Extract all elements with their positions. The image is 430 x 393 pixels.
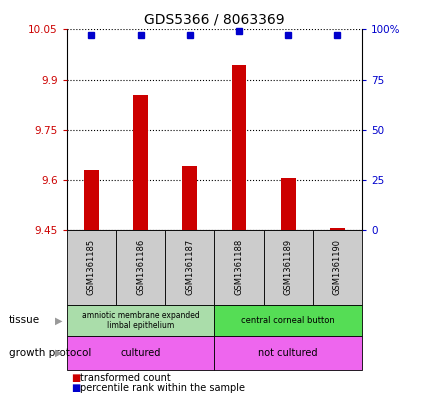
Text: GSM1361185: GSM1361185 <box>87 239 96 295</box>
Text: tissue: tissue <box>9 315 40 325</box>
Bar <box>280 178 295 230</box>
Text: ■: ■ <box>71 383 80 393</box>
Text: GSM1361186: GSM1361186 <box>136 239 145 296</box>
Bar <box>263 230 312 305</box>
Text: GSM1361190: GSM1361190 <box>332 239 341 295</box>
Text: ■: ■ <box>71 373 80 383</box>
Bar <box>84 170 98 230</box>
Text: GSM1361187: GSM1361187 <box>185 239 194 296</box>
Text: cultured: cultured <box>120 348 160 358</box>
Text: ▶: ▶ <box>55 348 62 358</box>
Text: GSM1361188: GSM1361188 <box>234 239 243 296</box>
Bar <box>231 64 246 230</box>
Text: central corneal button: central corneal button <box>241 316 335 325</box>
Bar <box>329 228 344 230</box>
Bar <box>165 230 214 305</box>
Text: not cultured: not cultured <box>258 348 317 358</box>
Text: percentile rank within the sample: percentile rank within the sample <box>80 383 244 393</box>
Text: GDS5366 / 8063369: GDS5366 / 8063369 <box>144 13 284 27</box>
Bar <box>214 230 263 305</box>
Text: growth protocol: growth protocol <box>9 348 91 358</box>
Text: GSM1361189: GSM1361189 <box>283 239 292 295</box>
Text: ▶: ▶ <box>55 315 62 325</box>
Bar <box>116 230 165 305</box>
Bar <box>312 230 361 305</box>
Bar <box>133 95 147 230</box>
Bar <box>214 305 361 336</box>
Bar <box>67 336 214 370</box>
Text: transformed count: transformed count <box>80 373 170 383</box>
Bar <box>67 230 116 305</box>
Bar <box>214 336 361 370</box>
Text: amniotic membrane expanded
limbal epithelium: amniotic membrane expanded limbal epithe… <box>82 310 199 330</box>
Bar <box>182 166 197 230</box>
Bar <box>67 305 214 336</box>
